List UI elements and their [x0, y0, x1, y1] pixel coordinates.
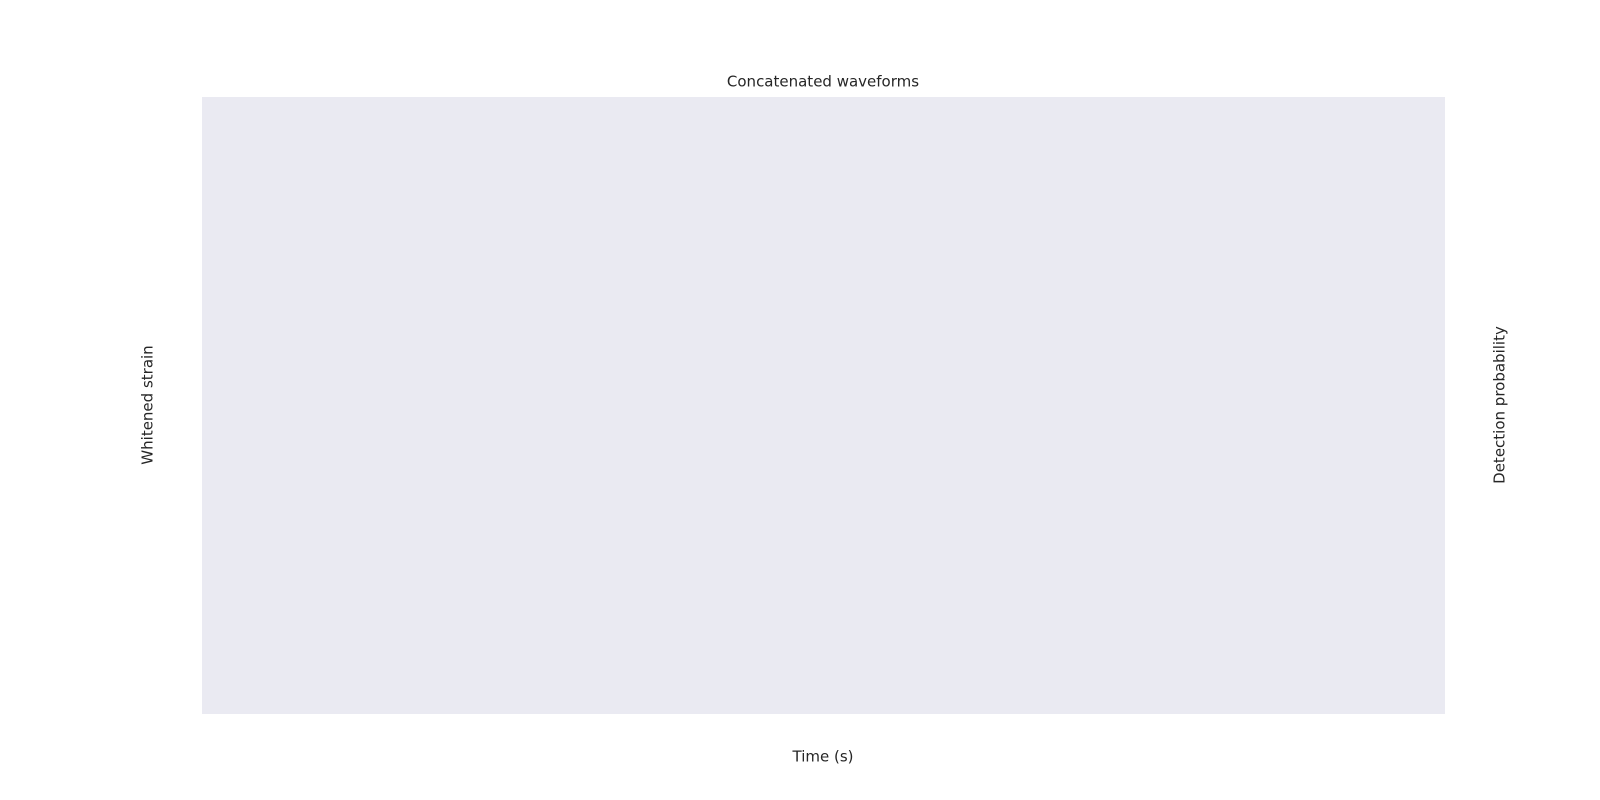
- chart-title: Concatenated waveforms: [727, 73, 919, 91]
- plot-area: [202, 97, 1445, 714]
- x-axis-label: Time (s): [792, 748, 854, 766]
- y-axis-label: Whitened strain: [139, 345, 157, 464]
- y2-axis-label: Detection probability: [1491, 326, 1509, 484]
